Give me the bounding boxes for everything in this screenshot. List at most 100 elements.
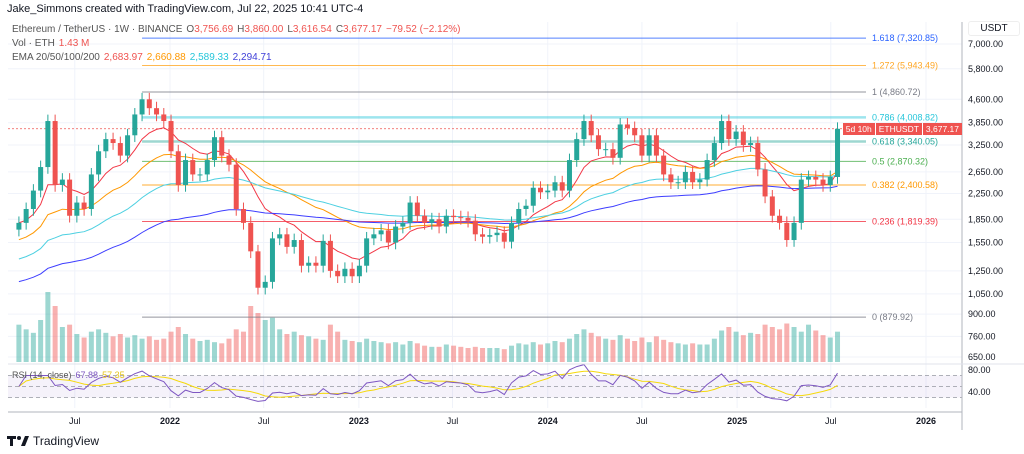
ema-line: [18, 167, 838, 260]
candle-body: [356, 265, 362, 277]
candle-body: [610, 149, 616, 158]
volume-bar: [653, 336, 659, 362]
candle-body: [197, 174, 203, 176]
symbol-legend: Ethereum / TetherUS · 1W · BINANCE O3,756…: [12, 24, 464, 36]
candle-body: [784, 222, 790, 241]
chart-credit: Jake_Simmons created with TradingView.co…: [7, 3, 364, 15]
price-tick-label: 5,800.00: [968, 64, 1003, 74]
price-tick-label: 2,650.00: [968, 167, 1003, 177]
candle-body: [588, 121, 594, 136]
volume-bar: [233, 329, 239, 362]
volume-bar: [407, 341, 413, 362]
volume-bar: [458, 346, 464, 362]
volume-bar: [96, 329, 102, 362]
candle-body: [284, 234, 290, 247]
candle-body: [38, 167, 44, 191]
candle-body: [820, 179, 826, 185]
volume-bar: [146, 336, 152, 362]
ema200-value: 2,294.71: [232, 52, 272, 63]
volume-bar: [400, 344, 406, 362]
volume-bar: [197, 341, 203, 362]
volume-bar: [284, 334, 290, 362]
volume-bar: [23, 329, 29, 362]
volume-bar: [827, 337, 833, 362]
candle-body: [653, 135, 659, 156]
candle-body: [675, 182, 681, 184]
volume-bar: [537, 344, 543, 362]
candle-body: [248, 222, 254, 252]
candle-body: [190, 160, 196, 175]
volume-bar: [494, 348, 500, 362]
candle-body: [168, 121, 174, 152]
candle-body: [393, 226, 399, 243]
volume-bar: [269, 317, 275, 362]
volume-bar: [393, 342, 399, 362]
volume-bar: [103, 332, 109, 362]
tradingview-logo[interactable]: TradingView: [7, 434, 99, 448]
candle-body: [103, 139, 109, 152]
volume-bar: [240, 331, 246, 362]
candle-body: [154, 108, 160, 115]
price-tick-label: 1,550.00: [968, 238, 1003, 248]
symbol-name[interactable]: Ethereum / TetherUS · 1W · BINANCE: [12, 24, 183, 35]
volume-bar: [487, 348, 493, 362]
ema-label[interactable]: EMA 20/50/100/200: [12, 52, 100, 63]
volume-value: 1.43 M: [58, 38, 90, 49]
high-label: H: [237, 24, 245, 35]
volume-bar: [545, 343, 551, 362]
rsi-legend: RSI (14, close) 67.88 57.35: [12, 370, 129, 381]
time-tick-label: 2023: [349, 416, 369, 426]
candle-body: [342, 268, 348, 277]
volume-bar: [161, 338, 167, 362]
volume-bar: [88, 331, 94, 362]
candle-body: [501, 232, 507, 242]
candle-body: [277, 234, 283, 239]
rsi-tick-label: 40.00: [968, 387, 991, 397]
price-tick-label: 4,600.00: [968, 94, 1003, 104]
time-tick-label: Jul: [447, 416, 459, 426]
volume-bar: [559, 342, 565, 362]
candle-body: [183, 160, 189, 185]
candle-body: [52, 121, 58, 185]
volume-bar: [168, 331, 174, 362]
time-tick-label: Jul: [258, 416, 270, 426]
candle-body: [646, 135, 652, 156]
volume-bar: [617, 335, 623, 362]
candle-body: [574, 139, 580, 161]
rsi-line: [18, 364, 838, 402]
candle-body: [298, 240, 304, 266]
candle-body: [407, 202, 413, 223]
candle-body: [349, 268, 355, 277]
bar-countdown: 5d 10h: [842, 123, 875, 135]
candle-body: [429, 219, 435, 223]
volume-bar: [697, 344, 703, 362]
volume-bars: [16, 292, 841, 362]
volume-bar: [719, 330, 725, 362]
volume-bar: [38, 320, 44, 362]
volume-bar: [117, 334, 123, 362]
time-tick-label: Jul: [825, 416, 837, 426]
volume-bar: [30, 332, 36, 362]
candle-body: [313, 262, 319, 266]
fib-level-label: 0.786 (4,008.82): [872, 112, 938, 122]
time-tick-label: 2022: [160, 416, 180, 426]
volume-bar: [777, 329, 783, 362]
candle-body: [827, 176, 833, 185]
candle-body: [480, 234, 486, 237]
volume-bar: [610, 339, 616, 362]
volume-bar: [175, 327, 181, 362]
candle-body: [798, 179, 804, 223]
time-tick-label: 2026: [916, 416, 936, 426]
volume-bar: [371, 341, 377, 362]
currency-unit-button[interactable]: USDT: [968, 21, 1020, 36]
volume-bar: [219, 343, 225, 362]
candle-body: [125, 135, 131, 156]
candle-body: [385, 230, 391, 243]
volume-bar: [414, 343, 420, 362]
volume-label[interactable]: Vol · ETH: [12, 38, 55, 49]
high-value: 3,860.00: [244, 24, 284, 35]
rsi-label[interactable]: RSI (14, close): [12, 370, 72, 380]
candle-body: [74, 202, 80, 216]
price-tick-label: 760.00: [968, 331, 996, 341]
